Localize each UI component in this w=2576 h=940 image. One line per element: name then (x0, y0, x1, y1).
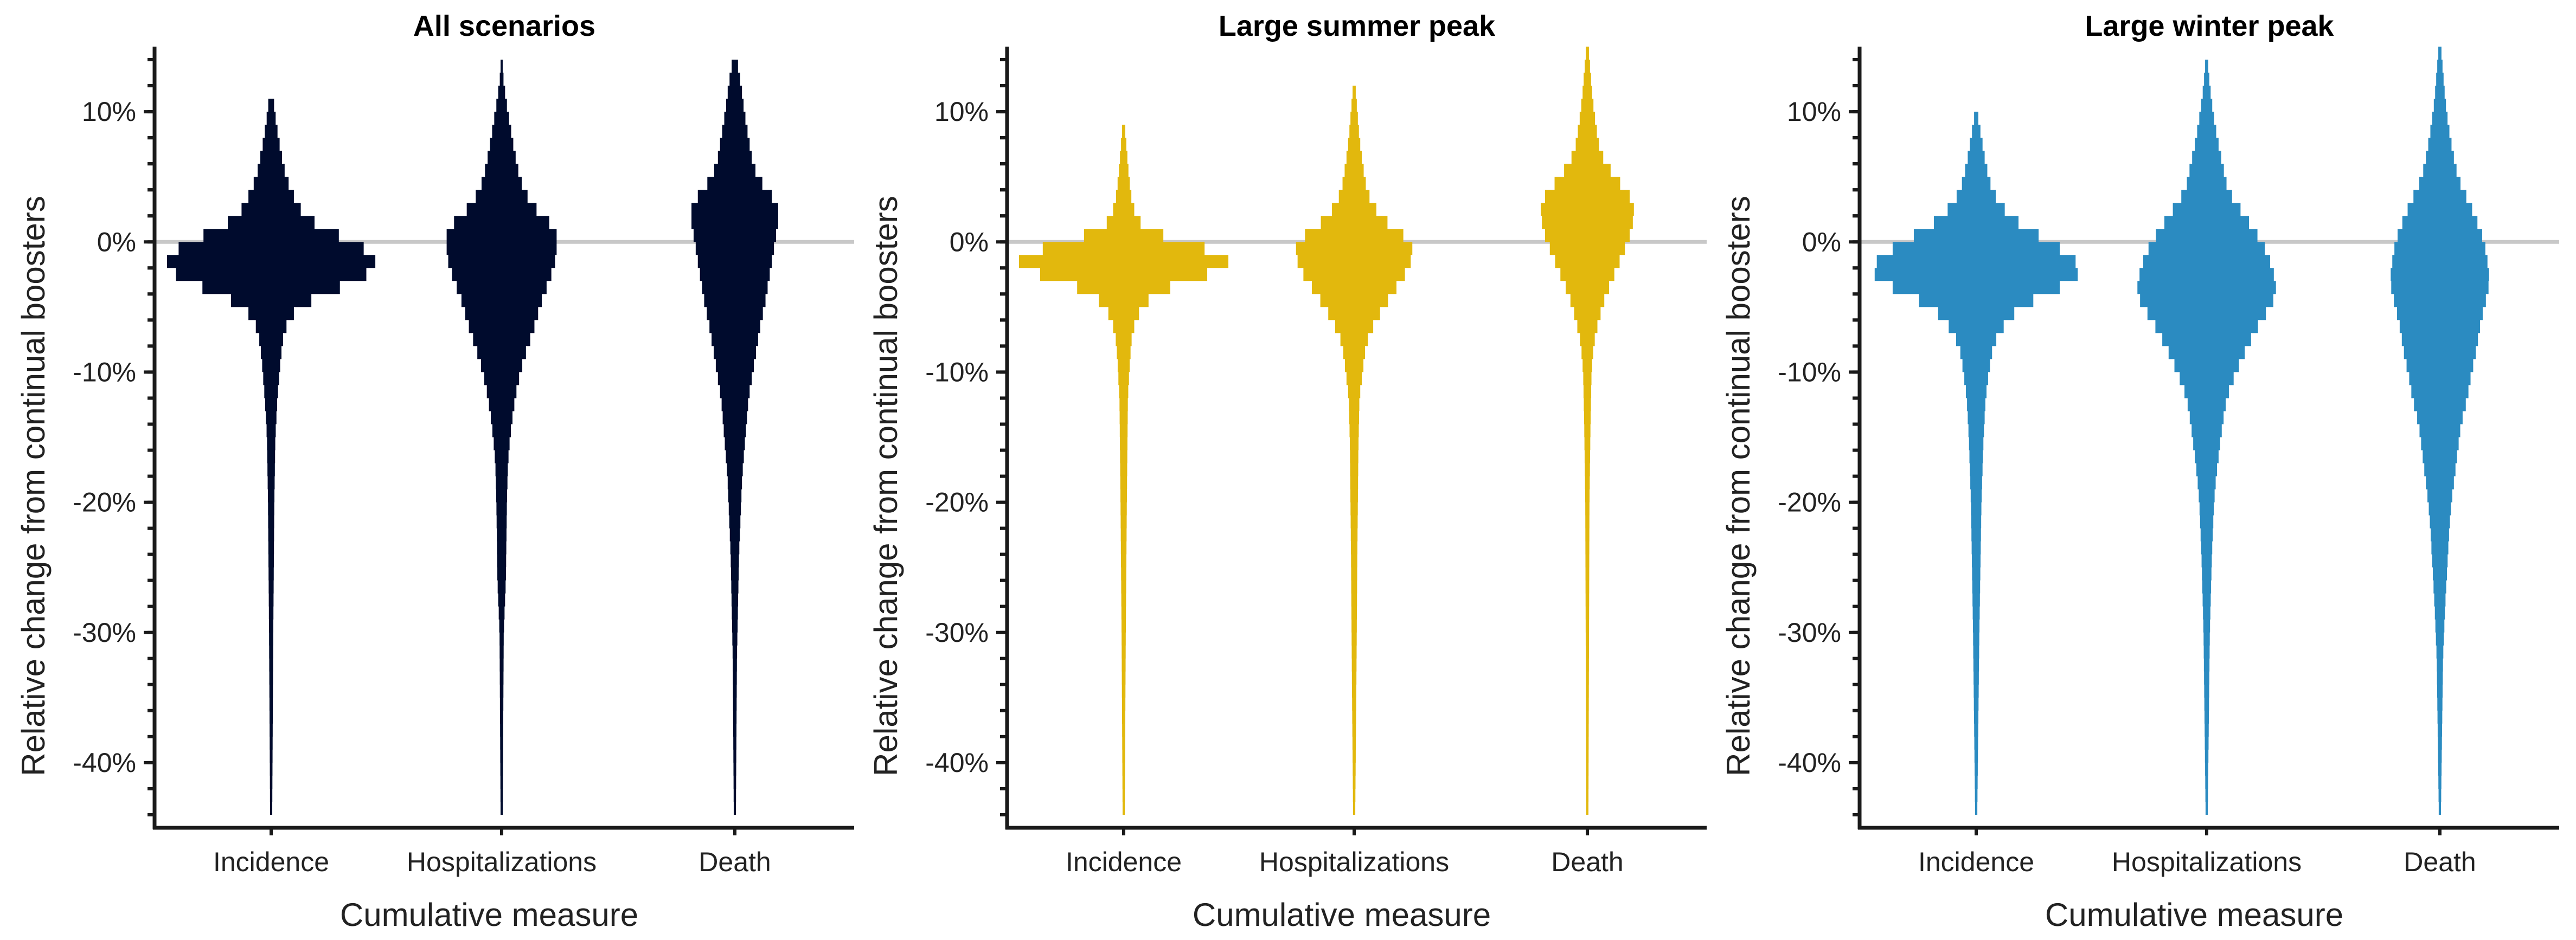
chart-panel: Large summer peak Incidence Hospitalizatio… (868, 10, 1707, 933)
violin-incidence (1874, 112, 2078, 815)
violin-death (691, 60, 778, 815)
violin-hospitalizations (2137, 60, 2276, 815)
x-axis-title: Cumulative measure (1193, 897, 1491, 933)
y-tick-label: -10% (1778, 357, 1841, 387)
chart-panel: Large winter peak Incidence Hospitalizatio… (1720, 10, 2559, 933)
panel-title: Large summer peak (1219, 10, 1496, 42)
x-tick-label: Death (2404, 847, 2476, 877)
y-tick-label: -20% (925, 487, 989, 518)
x-tick-label: Incidence (1918, 847, 2034, 877)
y-tick-label: -10% (925, 357, 989, 387)
y-tick-label: -40% (925, 748, 989, 778)
y-tick-label: 0% (950, 227, 989, 257)
x-tick-label: Hospitalizations (2112, 847, 2302, 877)
violin-hospitalizations (1296, 86, 1413, 815)
x-tick-label: Hospitalizations (1259, 847, 1449, 877)
y-axis-title: Relative change from continual boosters (15, 196, 52, 776)
y-tick-label: -20% (1778, 487, 1841, 518)
y-axis-title: Relative change from continual boosters (1720, 196, 1757, 776)
x-axis-title: Cumulative measure (2045, 897, 2343, 933)
chart-panel: All scenarios Incidence Hospitalizations De… (15, 10, 854, 933)
y-tick-label: 10% (82, 96, 136, 127)
y-tick-label: 10% (1787, 96, 1841, 127)
panel-title: Large winter peak (2085, 10, 2334, 42)
y-tick-label: 10% (934, 96, 989, 127)
panel-title: All scenarios (413, 10, 595, 42)
y-tick-label: 0% (97, 227, 136, 257)
y-tick-label: 0% (1802, 227, 1841, 257)
violin-death (2391, 47, 2489, 815)
y-axis-title: Relative change from continual boosters (868, 196, 904, 776)
y-tick-label: -30% (925, 617, 989, 648)
x-tick-label: Death (699, 847, 771, 877)
x-tick-label: Death (1551, 847, 1623, 877)
violin-death (1541, 47, 1634, 815)
y-tick-label: -10% (73, 357, 136, 387)
y-tick-label: -20% (73, 487, 136, 518)
x-tick-label: Hospitalizations (407, 847, 597, 877)
violin-hospitalizations (446, 60, 557, 815)
violin-incidence (166, 99, 376, 815)
violin-incidence (1018, 125, 1229, 815)
y-tick-label: -40% (1778, 748, 1841, 778)
x-tick-label: Incidence (213, 847, 329, 877)
x-axis-title: Cumulative measure (340, 897, 638, 933)
x-tick-label: Incidence (1066, 847, 1182, 877)
y-tick-label: -30% (73, 617, 136, 648)
y-tick-label: -30% (1778, 617, 1841, 648)
y-tick-label: -40% (73, 748, 136, 778)
